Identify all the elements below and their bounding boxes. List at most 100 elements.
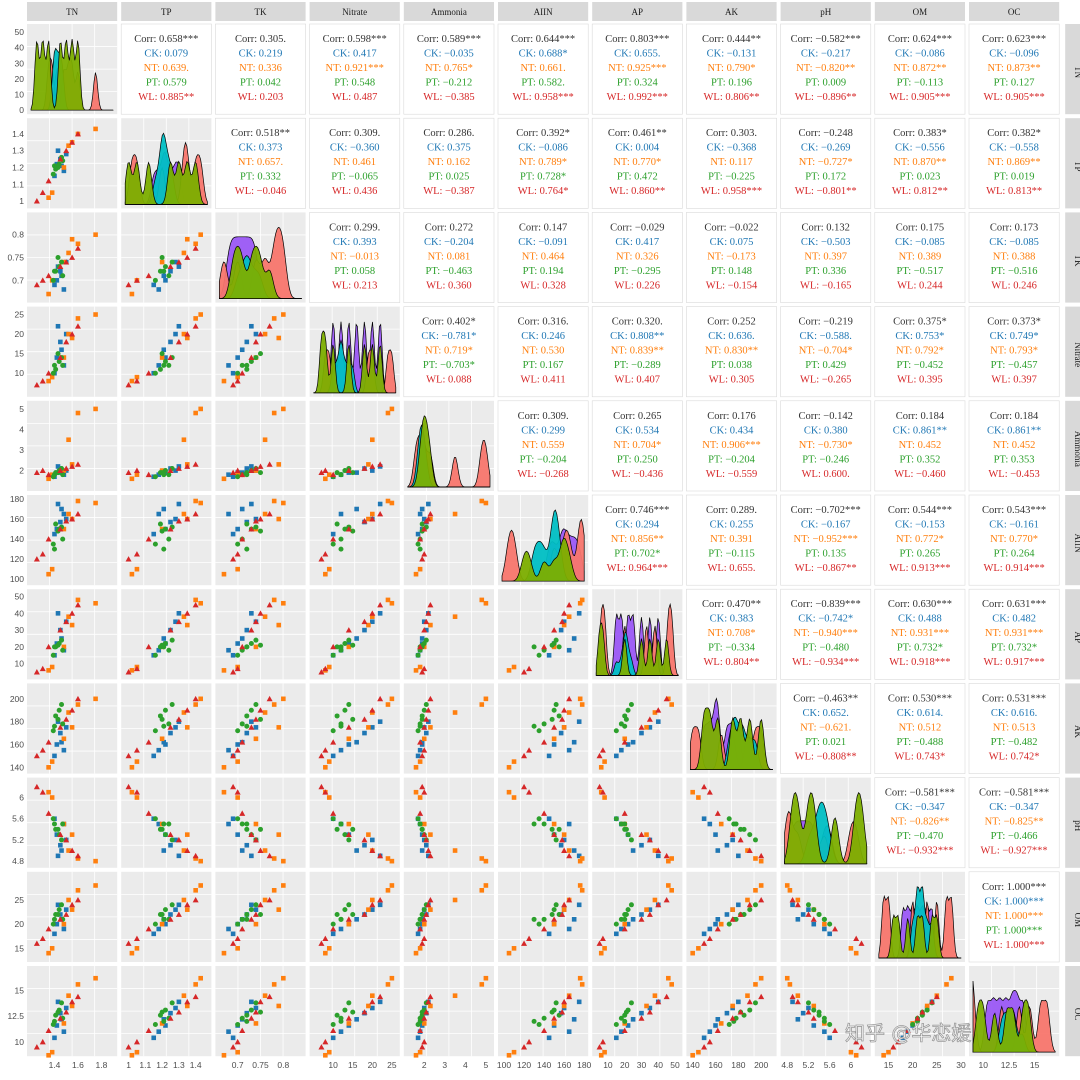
scatter-point [45, 536, 52, 542]
scatter-point [157, 521, 163, 527]
group-correlation-label: WL: 0.395 [897, 375, 943, 386]
scatter-point [168, 1010, 173, 1016]
group-correlation-label: NT: 0.530 [522, 346, 565, 357]
scatter-point [66, 250, 71, 256]
group-correlation-label: PT: 0.332 [240, 172, 281, 183]
scatter-point [235, 759, 240, 764]
scatter-point [57, 354, 64, 360]
y-tick-label: 1 [19, 196, 24, 206]
group-correlation-label: WL: 0.964*** [607, 563, 668, 574]
scatter-point [361, 716, 368, 722]
scatter-point [192, 896, 199, 903]
scatter-point [159, 259, 165, 265]
scatter-point [423, 842, 429, 848]
x-tick-label: 6 [849, 1060, 854, 1070]
correlation-panel [591, 117, 683, 209]
scatter-point [423, 637, 429, 643]
scatter-point [167, 263, 174, 270]
scatter-point [244, 911, 250, 917]
scatter-point [718, 921, 724, 927]
scatter-point [571, 917, 577, 922]
group-correlation-label: CK: 0.636. [708, 331, 754, 342]
scatter-point [125, 281, 132, 288]
scatter-point [193, 316, 198, 321]
scatter-point [51, 644, 57, 650]
scatter-point [248, 467, 255, 473]
scatter-point [417, 747, 423, 753]
scatter-point [93, 406, 98, 412]
scatter-point [69, 725, 75, 730]
scatter-point [234, 378, 241, 384]
scatter-point [258, 642, 263, 648]
scatter-point [276, 832, 282, 837]
scatter-point [413, 571, 419, 577]
scatter-point [60, 721, 66, 727]
density-curve [407, 415, 490, 488]
group-correlation-label: WL: 0.328 [520, 280, 566, 291]
scatter-point [724, 842, 730, 848]
scatter-point [63, 331, 69, 337]
scatter-point [161, 273, 167, 279]
group-correlation-label: NT: 1.000*** [985, 911, 1043, 922]
scatter-point [61, 1021, 67, 1026]
scatter-point [69, 901, 76, 908]
group-correlation-label: WL: 0.806** [704, 92, 760, 103]
scatter-point [175, 1009, 182, 1015]
scatter-point [377, 511, 384, 517]
scatter-point [226, 647, 231, 653]
density-curve [30, 38, 114, 111]
scatter-point [252, 716, 259, 722]
scatter-point [747, 907, 753, 913]
scatter-point [330, 652, 336, 658]
scatter-point [318, 940, 325, 946]
scatter-point [423, 716, 430, 722]
scatter-point [133, 1038, 140, 1045]
x-tick-label: 1.6 [72, 1060, 84, 1070]
x-tick-label: 1.4 [49, 1060, 61, 1070]
scatter-point [639, 1010, 644, 1016]
scatter-point [551, 907, 557, 913]
y-tick-label: 2 [19, 466, 24, 476]
scatter-point [506, 668, 512, 673]
correlation-panel [686, 117, 777, 209]
scatter-point [566, 1029, 572, 1034]
scatter-point [235, 946, 240, 951]
scatter-point [413, 765, 419, 770]
group-correlation-label: NT: 0.657. [238, 157, 283, 168]
scatter-point [253, 331, 259, 337]
scatter-point [152, 541, 158, 547]
correlation-panel [215, 117, 306, 209]
scatter-point [75, 856, 81, 861]
scatter-point [350, 642, 356, 648]
scatter-point [338, 536, 344, 542]
scatter-point [644, 725, 649, 730]
scatter-point [559, 836, 566, 843]
scatter-point [239, 506, 245, 512]
scatter-point [421, 736, 427, 742]
scatter-point [244, 521, 250, 527]
correlation-panel [968, 117, 1060, 209]
scatter-point [345, 526, 352, 532]
scatter-point [181, 710, 187, 715]
scatter-point [221, 378, 227, 384]
scatter-point [338, 723, 344, 729]
scatter-point [57, 526, 64, 532]
scatter-point [156, 472, 162, 477]
scatter-point [928, 998, 935, 1005]
group-correlation-label: CK: 0.861** [987, 425, 1041, 436]
group-correlation-label: CK: −0.269 [801, 143, 851, 154]
scatter-point [805, 1000, 811, 1006]
scatter-point [276, 335, 282, 341]
scatter-point [230, 1035, 236, 1041]
scatter-point [553, 702, 559, 708]
scatter-point [421, 526, 428, 532]
group-correlation-label: WL: −0.867** [795, 563, 857, 574]
group-correlation-label: NT: 0.869** [988, 157, 1041, 168]
scatter-point [230, 816, 236, 822]
group-correlation-label: NT: 0.081 [428, 251, 471, 262]
overall-correlation-label: Corr: −0.463** [793, 693, 858, 704]
scatter-point [346, 637, 352, 643]
scatter-point [239, 362, 245, 368]
scatter-point [318, 752, 325, 759]
scatter-point [338, 916, 344, 922]
